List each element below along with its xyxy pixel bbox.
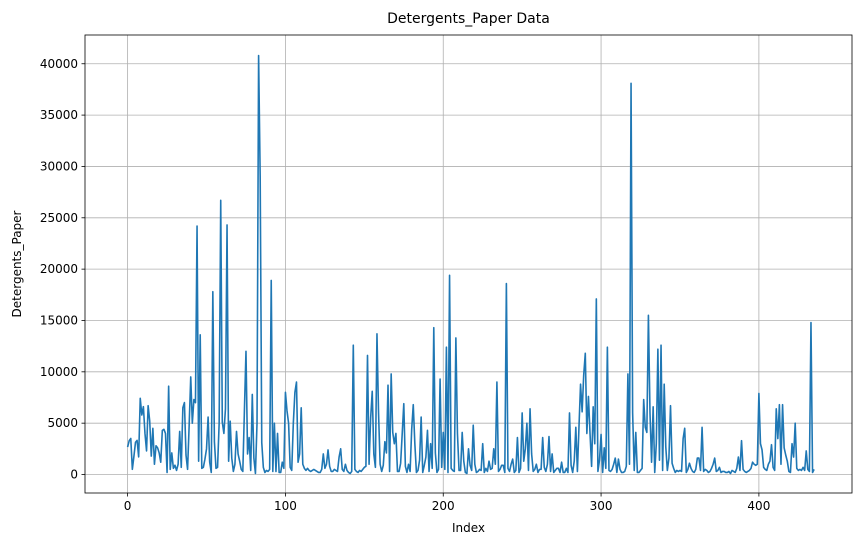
y-tick-label: 20000 bbox=[40, 262, 78, 276]
chart-title: Detergents_Paper Data bbox=[387, 11, 550, 27]
y-tick-label: 30000 bbox=[40, 159, 78, 173]
plot-area-frame bbox=[85, 35, 852, 493]
y-tick-label: 5000 bbox=[47, 416, 78, 430]
x-axis-label: Index bbox=[452, 521, 485, 535]
y-tick-label: 25000 bbox=[40, 211, 78, 225]
x-tick-label: 300 bbox=[590, 499, 613, 513]
x-tick-label: 200 bbox=[432, 499, 455, 513]
y-tick-label: 10000 bbox=[40, 365, 78, 379]
y-tick-label: 0 bbox=[70, 468, 78, 482]
series-group bbox=[128, 56, 815, 474]
grid-lines bbox=[85, 35, 852, 493]
y-tick-label: 35000 bbox=[40, 108, 78, 122]
y-tick-label: 40000 bbox=[40, 57, 78, 71]
y-axis-label: Detergents_Paper bbox=[10, 210, 24, 317]
x-tick-label: 100 bbox=[274, 499, 297, 513]
x-tick-label: 400 bbox=[747, 499, 770, 513]
y-axis-ticks: 0 5000 10000 15000 20000 25000 30000 35000 40000 bbox=[40, 57, 85, 482]
series-line-detergents-paper bbox=[128, 56, 815, 474]
x-tick-label: 0 bbox=[124, 499, 132, 513]
x-axis-ticks: 0 100 200 300 400 bbox=[124, 493, 771, 513]
y-tick-label: 15000 bbox=[40, 313, 78, 327]
